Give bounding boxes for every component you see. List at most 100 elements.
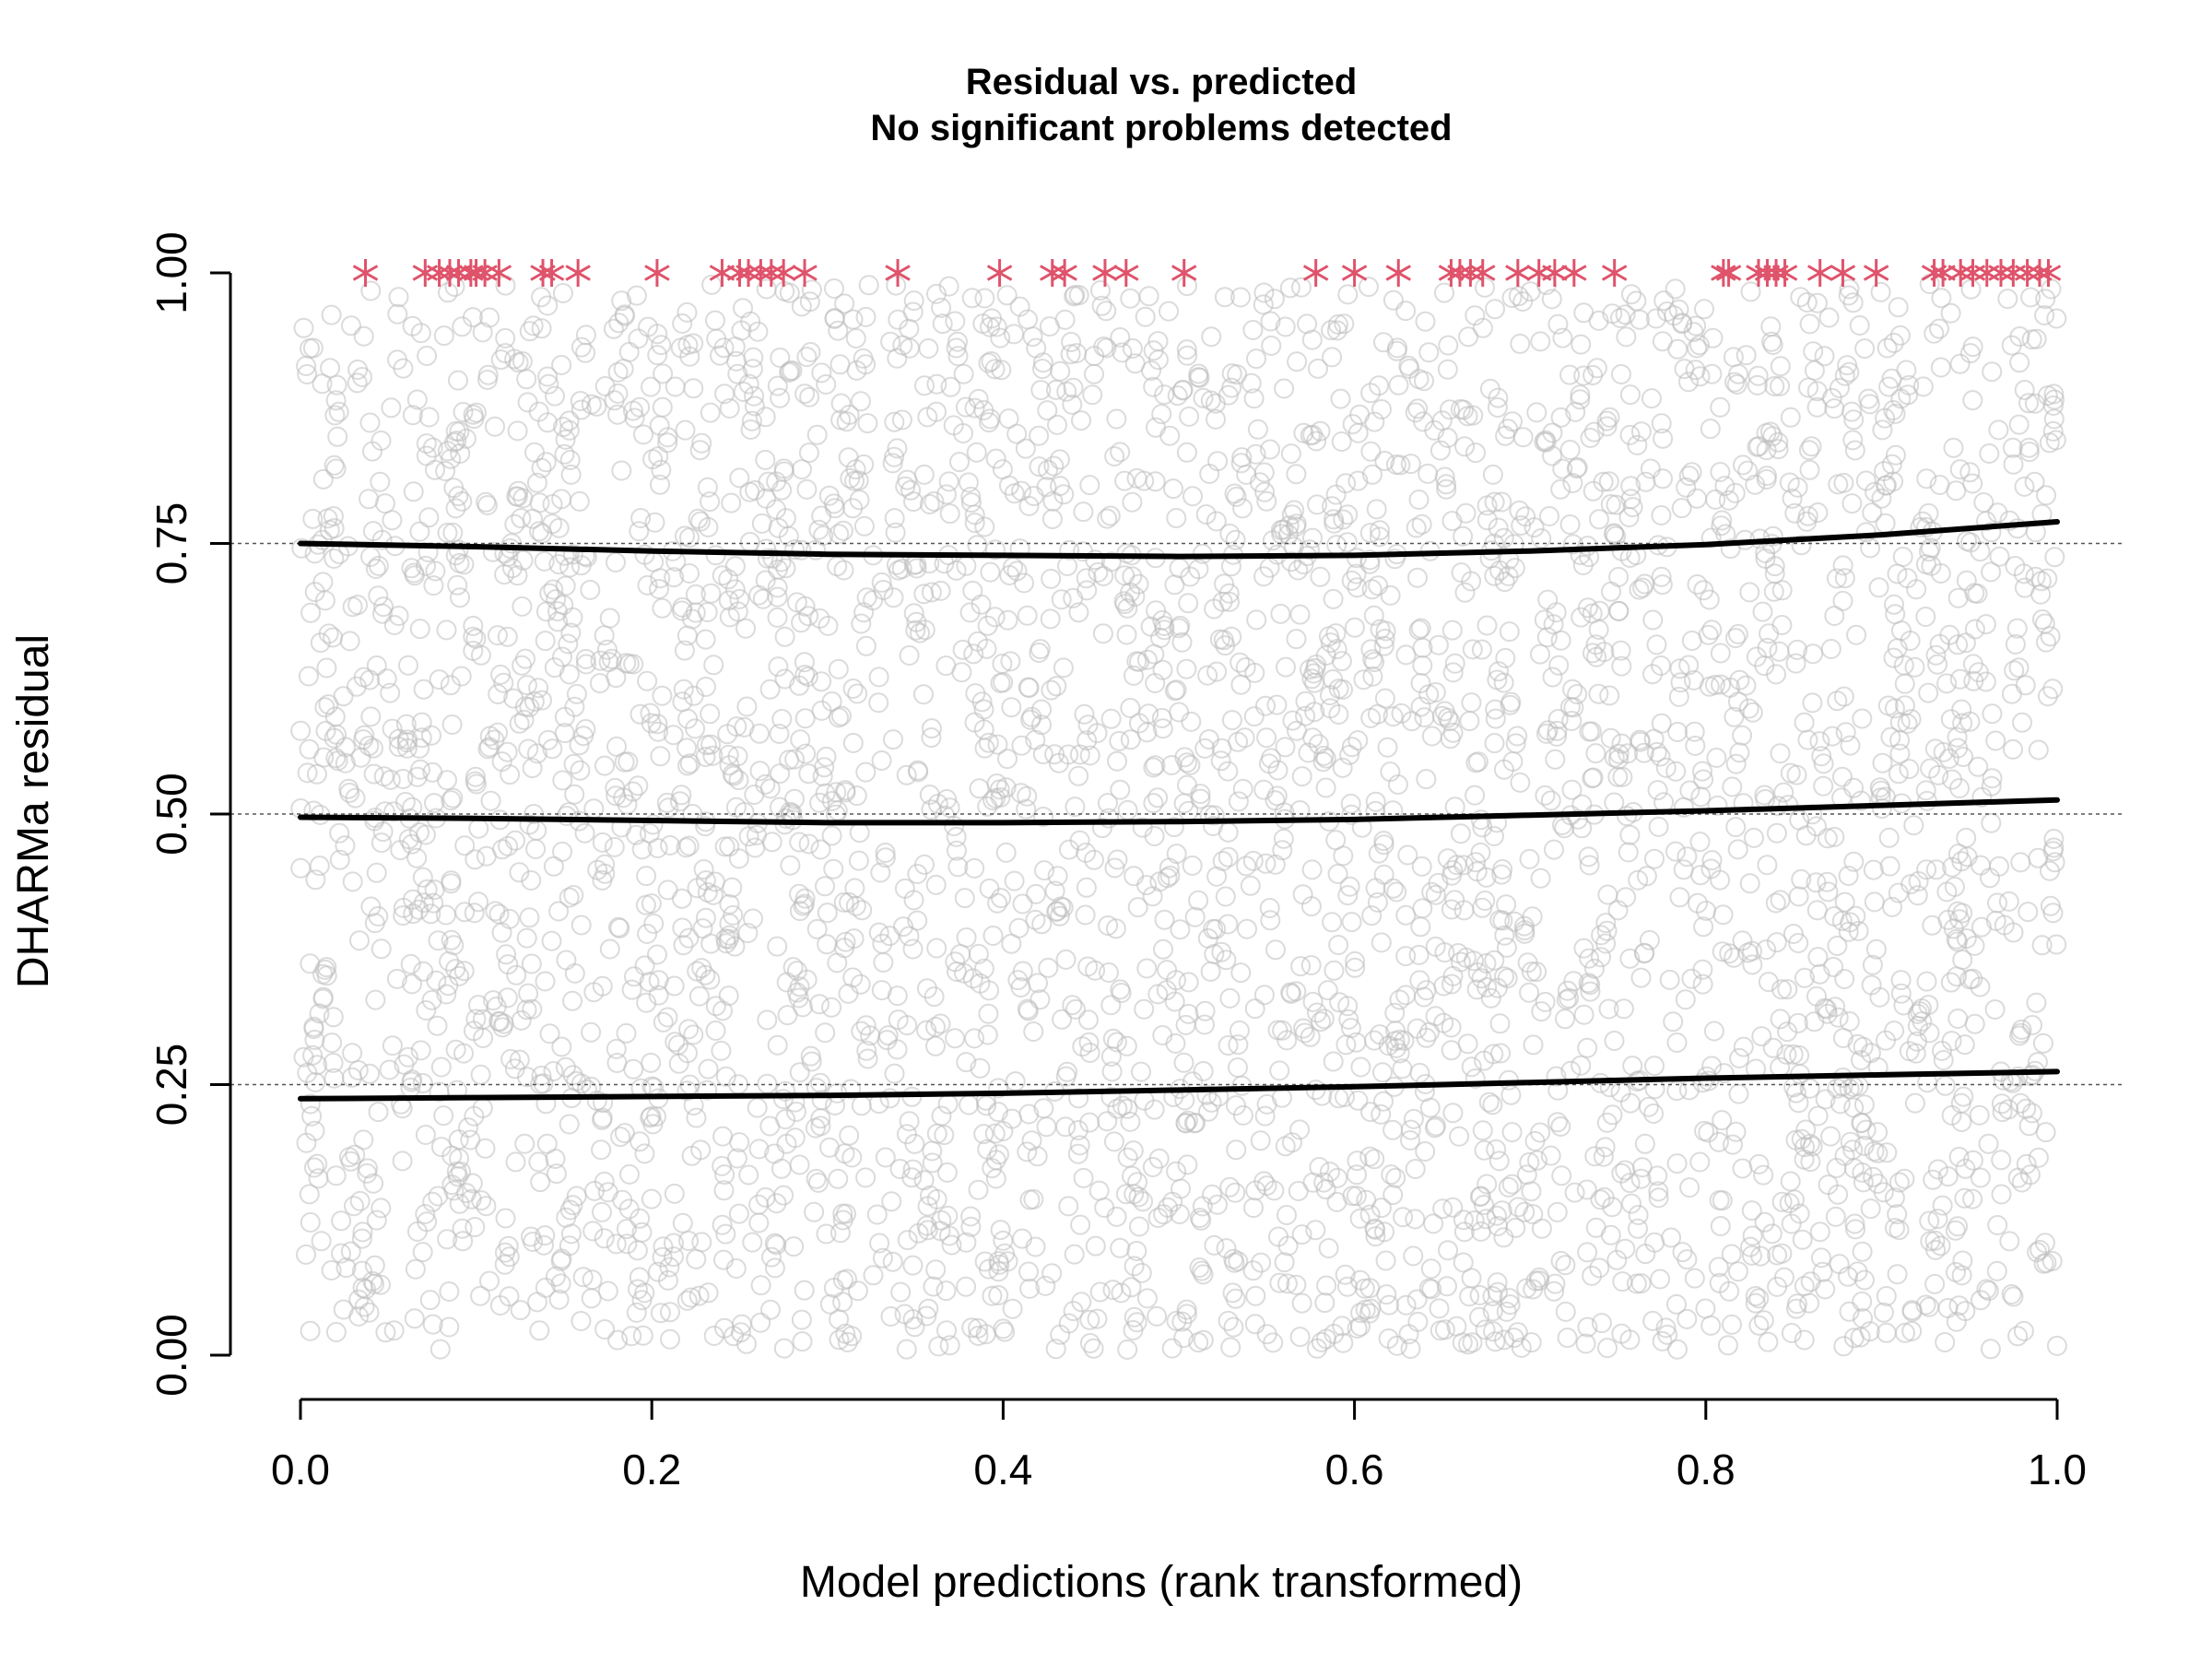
residual-point [1757, 466, 1777, 487]
residual-point [1748, 1153, 1770, 1174]
residual-point [977, 1024, 998, 1045]
residual-point [1159, 425, 1181, 446]
residual-point [1790, 287, 1811, 308]
residual-point [1145, 471, 1166, 492]
residual-point [505, 1151, 526, 1173]
residual-point [438, 282, 458, 303]
residual-point [1950, 1092, 1971, 1114]
residual-point [305, 1072, 326, 1092]
residual-point [1365, 878, 1386, 899]
residual-point [1954, 1187, 1975, 1209]
residual-point [783, 1236, 805, 1257]
residual-point [1978, 1280, 1999, 1302]
residual-point [1002, 1108, 1023, 1129]
residual-point [1287, 351, 1308, 372]
residual-point [887, 1039, 908, 1060]
residual-point [1255, 695, 1276, 716]
residual-point [1735, 675, 1757, 696]
residual-point [1843, 1097, 1865, 1118]
residual-point [1361, 579, 1382, 600]
residual-point [1839, 278, 1860, 300]
residual-point [1218, 846, 1239, 867]
residual-point [988, 1261, 1009, 1282]
residual-point [1834, 969, 1855, 989]
residual-point [1494, 1329, 1514, 1351]
residual-point [1832, 590, 1853, 611]
outlier-asterisk [2035, 259, 2062, 287]
residual-point [548, 554, 570, 575]
residual-point [402, 974, 422, 995]
residual-point [2044, 547, 2065, 568]
residual-point [411, 727, 432, 749]
residual-point [1698, 1122, 1719, 1143]
residual-point [1053, 484, 1075, 505]
residual-point [1929, 318, 1949, 339]
residual-point [926, 938, 947, 959]
residual-point [1588, 683, 1609, 704]
residual-point [1860, 537, 1881, 559]
residual-point [1043, 455, 1065, 477]
residual-point [1562, 534, 1583, 555]
residual-point [1535, 991, 1556, 1012]
residual-point [305, 869, 326, 891]
residual-point [1076, 843, 1097, 863]
residual-point [970, 1057, 991, 1079]
residual-point [477, 738, 499, 760]
residual-point [366, 1210, 387, 1231]
residual-point [673, 679, 694, 700]
residual-point [329, 849, 350, 870]
residual-point [1347, 1164, 1367, 1186]
residual-point [729, 1132, 750, 1153]
residual-point [437, 523, 458, 543]
residual-point [417, 1211, 438, 1233]
residual-point [1450, 823, 1471, 844]
residual-point [1903, 815, 1924, 836]
residual-point [1718, 490, 1739, 511]
residual-point [1253, 282, 1275, 303]
residual-point [1872, 419, 1893, 441]
residual-point [977, 615, 998, 636]
residual-point [1136, 875, 1157, 896]
residual-point [1104, 446, 1125, 466]
residual-point [1465, 1068, 1486, 1089]
residual-point [1724, 706, 1745, 727]
residual-point [1144, 826, 1165, 846]
residual-point [1124, 866, 1145, 887]
residual-point [316, 657, 337, 679]
outlier-asterisk [759, 259, 784, 287]
residual-point [1644, 1056, 1665, 1077]
residual-point [1373, 831, 1394, 852]
residual-point [485, 416, 505, 437]
residual-point [347, 372, 368, 394]
residual-point [939, 503, 960, 525]
residual-point [1359, 1303, 1380, 1324]
residual-point [968, 1326, 989, 1346]
residual-point [591, 1139, 612, 1161]
residual-point [1236, 856, 1257, 877]
residual-point [788, 987, 809, 1009]
residual-point [1277, 1205, 1297, 1225]
residual-point [704, 871, 725, 892]
residual-point [968, 388, 989, 409]
outlier-asterisk [1806, 259, 1833, 287]
residual-point [1076, 568, 1097, 589]
residual-point [1000, 651, 1021, 672]
residual-point [982, 1285, 1003, 1306]
outlier-asterisk [565, 259, 591, 287]
residual-point [1194, 1000, 1216, 1021]
residual-point [844, 470, 865, 491]
residual-point [1131, 1262, 1152, 1283]
residual-point [1050, 360, 1071, 382]
residual-point [1608, 566, 1630, 587]
residual-point [1940, 972, 1961, 993]
residual-point [1947, 1216, 1969, 1237]
residual-point [858, 275, 879, 296]
residual-point [988, 1285, 1009, 1305]
residual-point [675, 525, 695, 547]
residual-point [2018, 442, 2040, 463]
residual-point [1828, 1184, 1849, 1205]
residual-point [348, 1305, 370, 1327]
residual-point [636, 866, 657, 887]
residual-point [716, 933, 736, 954]
residual-point [1597, 884, 1618, 905]
